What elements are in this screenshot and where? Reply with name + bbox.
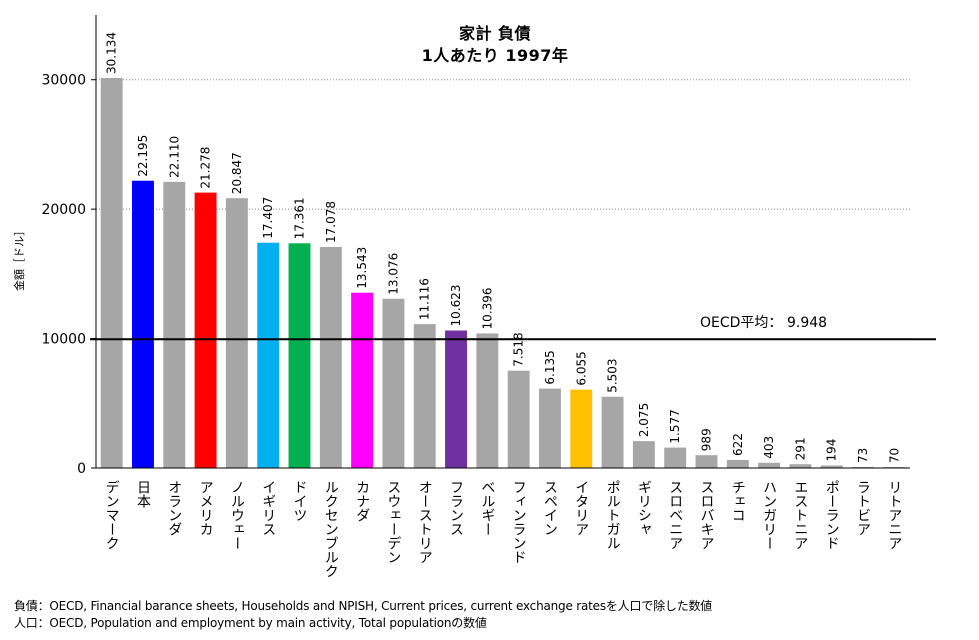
bar-value-label: 5.503 [606,358,620,392]
bar [695,455,718,468]
bar [601,396,624,468]
category-label: ポルトガル [605,480,621,550]
category-label: ギリシャ [636,480,652,536]
category-label: チェコ [730,480,746,522]
bar-value-label: 30.134 [105,32,119,74]
oecd-average-value: 9.948 [787,315,827,331]
bar [257,242,280,468]
category-label: スウェーデン [385,480,401,564]
chart-title-line-2: 1人あたり 1997年 [421,46,569,65]
bar-value-label: 1.577 [668,409,682,443]
bar-value-label: 291 [793,437,807,460]
bar-value-label: 11.116 [418,278,432,320]
bar-value-label: 989 [700,428,714,451]
y-tick-label: 20000 [41,202,86,218]
category-label: イギリス [260,480,276,536]
bar [194,192,217,469]
bar [288,243,311,468]
bar-value-label: 17.078 [324,201,338,243]
category-label: スロベニア [667,480,683,550]
category-label: フィンランド [511,480,527,564]
bar [476,333,499,468]
bar-value-label: 22.195 [136,135,150,177]
bar-value-label: 10.623 [449,285,463,327]
category-label: カナダ [354,480,370,522]
bar [570,389,593,468]
category-label: ラトビア [855,480,871,536]
y-tick-label: 30000 [41,73,86,89]
bar [758,462,781,468]
bar [132,180,154,469]
category-label: 日本 [135,480,151,508]
bar-value-label: 10.396 [480,287,494,329]
bar [539,388,561,468]
bar [163,181,186,468]
bar [820,465,843,468]
bar-chart: 0 10000 20000 30000 30.134 デンマーク 22.195 日本 22.11… [41,15,936,578]
category-label: ノルウェー [229,480,245,550]
chart-title-line-1: 家計 負債 [458,24,532,43]
source-note-population: 人口：OECD, Population and employment by ma… [14,616,487,630]
bar-value-label: 6.135 [543,350,557,384]
category-label: デンマーク [104,480,120,550]
bar [445,330,467,468]
y-tick-label: 0 [77,461,86,477]
category-label: リトアニア [886,480,902,550]
bar-value-label: 17.407 [261,197,275,239]
bar-value-label: 622 [731,433,745,456]
bar-value-label: 73 [856,448,870,463]
bar [319,246,342,468]
category-label: オランダ [166,480,182,536]
bar [789,464,812,468]
bar-value-label: 70 [887,448,901,463]
category-label: アメリカ [198,480,214,536]
category-label: ドイツ [292,480,308,522]
bar [382,298,405,468]
category-label: スペイン [542,480,558,536]
bar [507,370,530,468]
category-label: エストニア [792,480,808,550]
bar-value-label: 20.847 [230,152,244,194]
bar [100,77,123,468]
oecd-average-label: OECD平均： [700,315,782,331]
category-label: スロバキア [699,480,715,550]
category-label: ポーランド [824,480,840,550]
bar-value-label: 6.055 [574,351,588,385]
bar-value-label: 13.076 [386,253,400,295]
bar [351,292,374,468]
y-tick-label: 10000 [41,332,86,348]
bar-value-label: 22.110 [167,136,181,178]
bar [664,447,687,468]
category-label: オーストリア [417,480,433,564]
bar-value-label: 17.361 [293,197,307,239]
bar-value-label: 2.075 [637,403,651,437]
source-note-debt: 負債：OECD, Financial barance sheets, House… [14,599,713,613]
bar [726,459,749,468]
category-label: イタリア [573,480,589,536]
bar-value-label: 21.278 [199,147,213,189]
bar-value-label: 194 [825,439,839,462]
bar-value-label: 7.518 [512,332,526,366]
bar-value-label: 403 [762,436,776,459]
category-label: ハンガリー [761,480,777,550]
bar [225,198,248,469]
category-label: ベルギー [479,480,495,536]
bar-value-label: 13.543 [355,247,369,289]
category-label: フランス [448,480,464,536]
category-label: ルクセンブルク [323,480,339,578]
bar [413,324,436,468]
bar [632,441,655,468]
